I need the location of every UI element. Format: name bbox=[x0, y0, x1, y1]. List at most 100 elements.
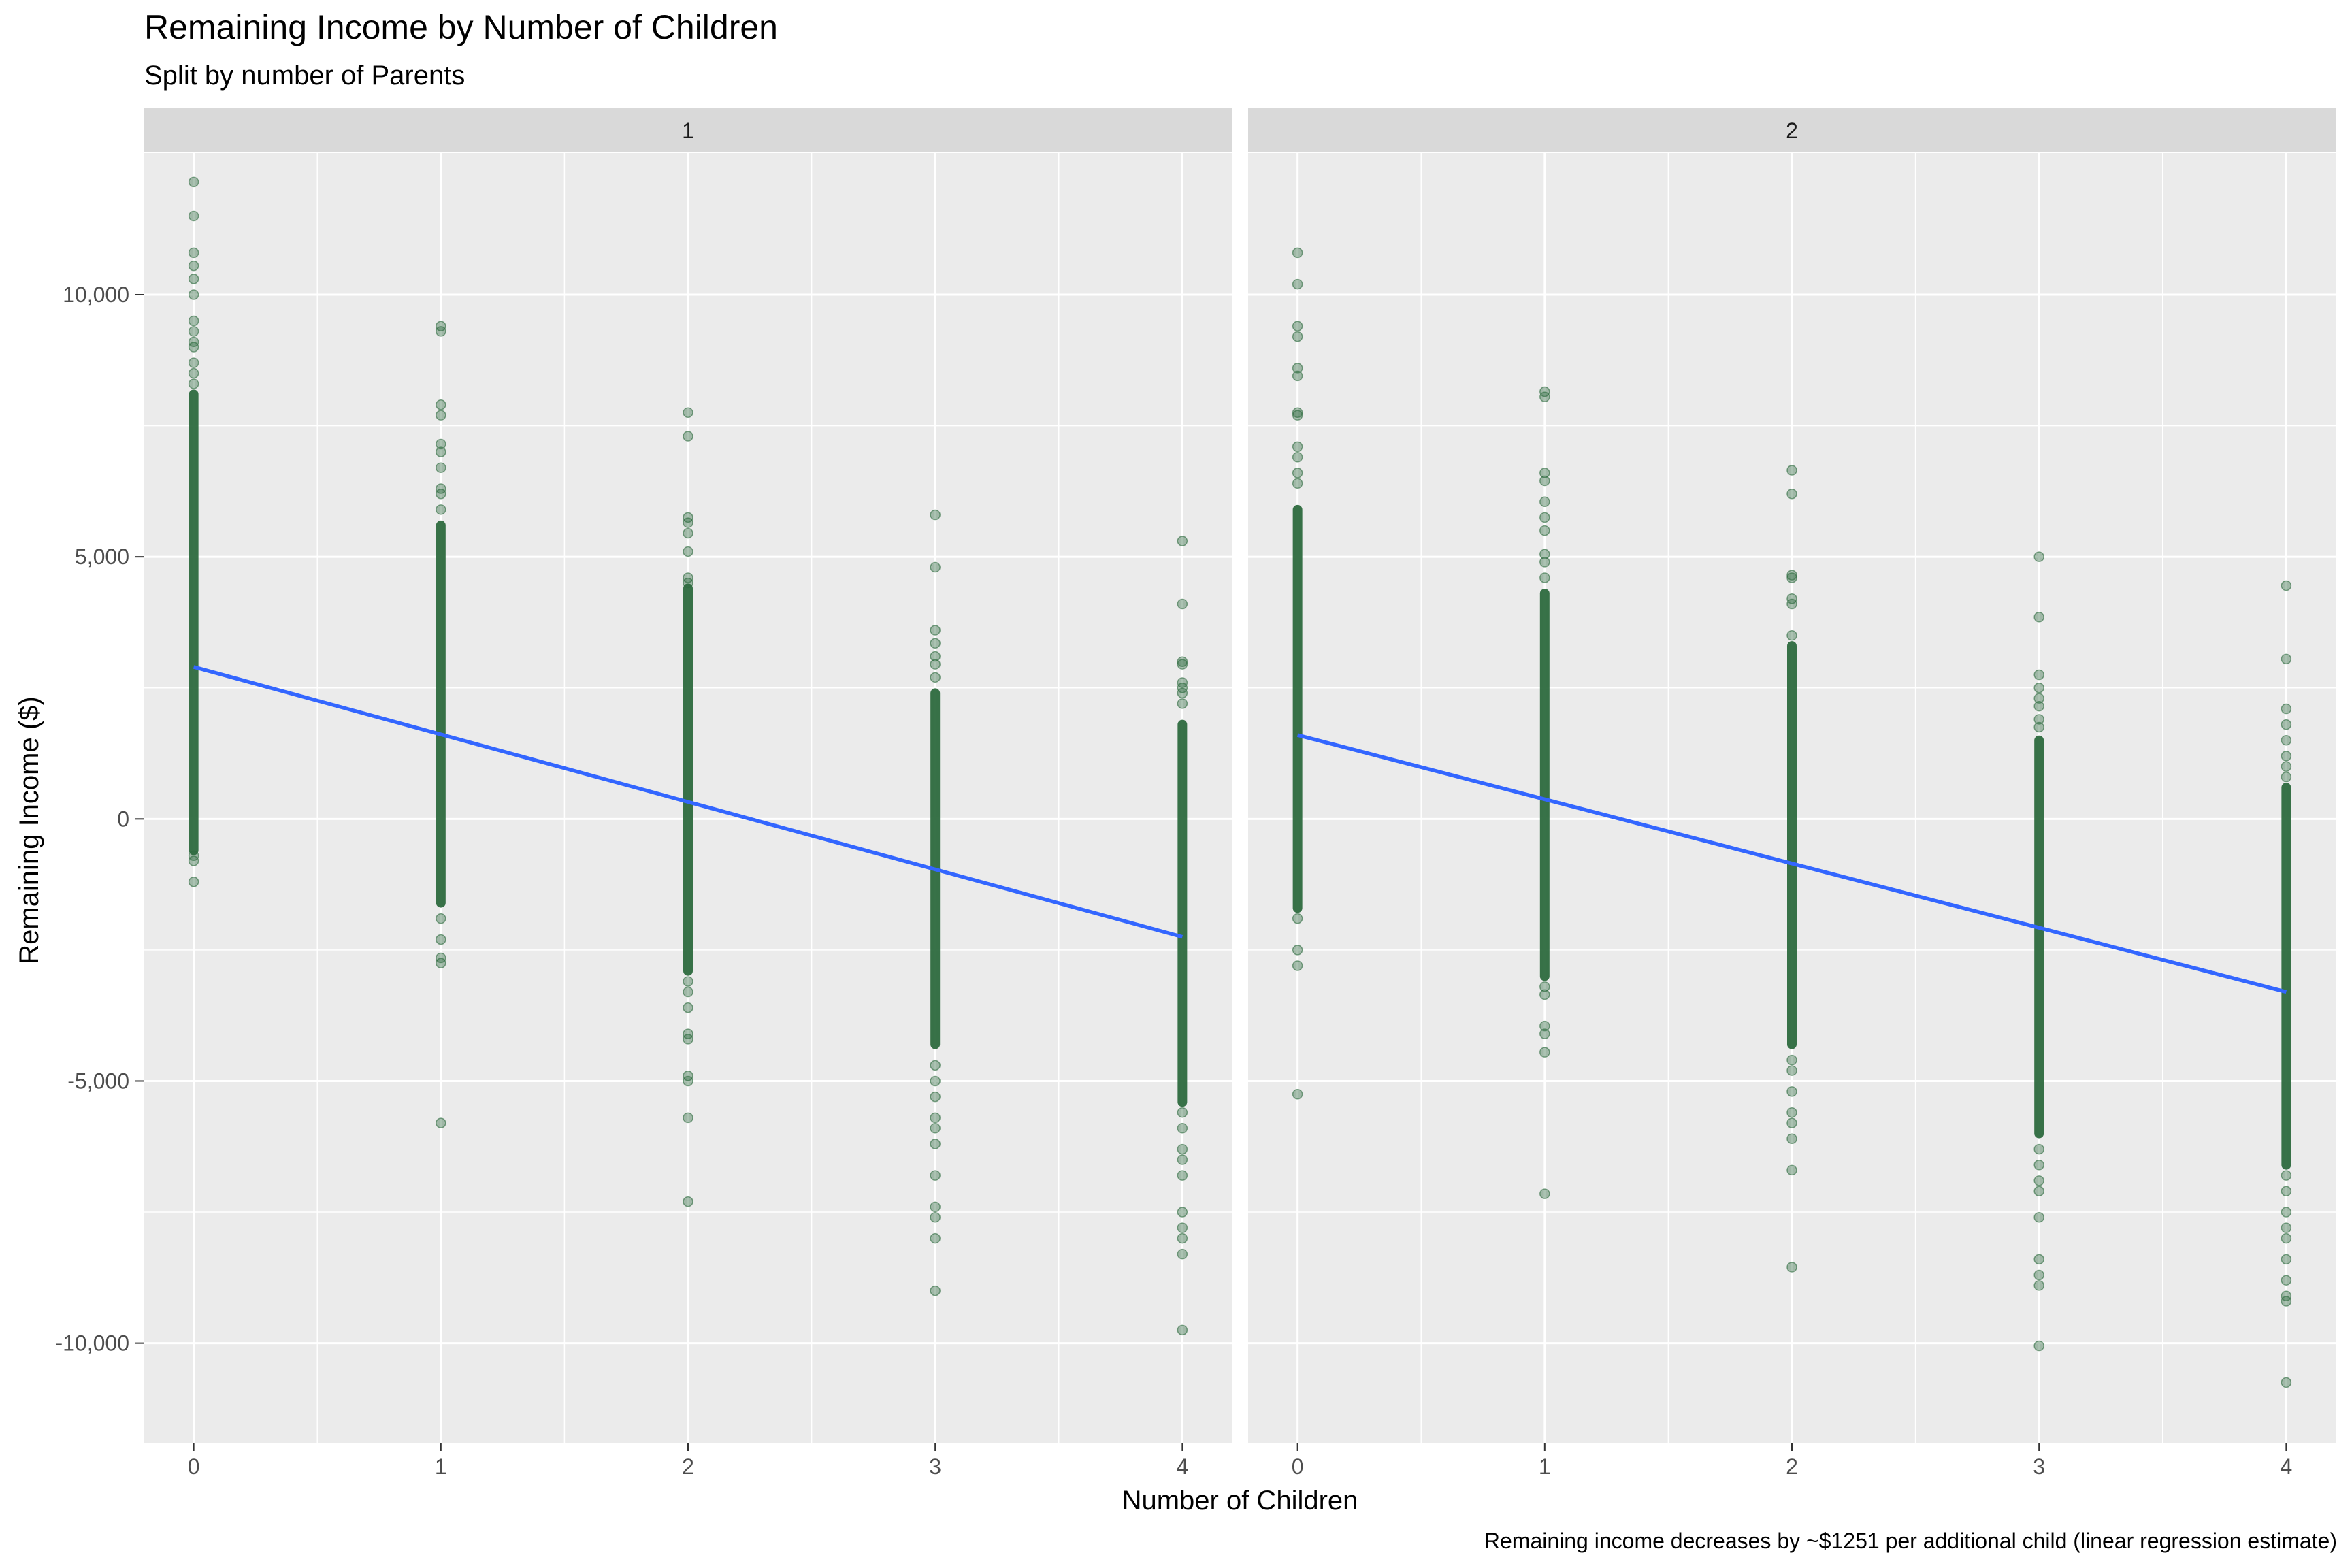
data-point bbox=[436, 326, 446, 337]
data-point bbox=[1177, 1154, 1188, 1165]
data-point bbox=[1539, 1020, 1550, 1032]
data-point bbox=[1786, 630, 1797, 641]
data-point bbox=[188, 247, 199, 259]
data-point bbox=[930, 625, 941, 636]
data-point bbox=[683, 546, 693, 557]
x-tick-label: 1 bbox=[1539, 1454, 1551, 1479]
data-point bbox=[2034, 669, 2044, 681]
facet-panel-1: 1 0 1 2 3 4 bbox=[144, 108, 1232, 1479]
data-point bbox=[2034, 700, 2044, 712]
data-point bbox=[1292, 278, 1303, 290]
data-point bbox=[2281, 1170, 2292, 1181]
data-point bbox=[930, 509, 941, 521]
data-point bbox=[436, 488, 446, 500]
data-point bbox=[188, 260, 199, 272]
data-point bbox=[930, 1060, 941, 1071]
facet-strip bbox=[144, 108, 1232, 152]
data-point bbox=[1177, 698, 1188, 709]
data-point bbox=[1539, 468, 1550, 478]
facet-strip bbox=[1248, 108, 2336, 152]
data-point bbox=[2281, 1222, 2292, 1233]
data-point bbox=[188, 877, 199, 887]
data-point bbox=[1786, 1133, 1797, 1144]
data-point bbox=[1292, 960, 1303, 971]
data-point bbox=[1786, 1086, 1797, 1097]
data-point bbox=[1292, 363, 1303, 374]
data-point bbox=[2034, 611, 2044, 623]
data-point bbox=[2281, 1207, 2292, 1218]
dense-points-column bbox=[1292, 504, 1303, 913]
x-tick-label: 0 bbox=[1292, 1454, 1304, 1479]
data-point bbox=[2034, 1186, 2044, 1196]
data-point bbox=[1786, 1164, 1797, 1176]
x-tick-label: 3 bbox=[929, 1454, 941, 1479]
data-point bbox=[1539, 525, 1550, 536]
x-tick-label: 2 bbox=[1786, 1454, 1798, 1479]
data-point bbox=[1177, 1324, 1188, 1336]
data-point bbox=[436, 934, 446, 945]
data-point bbox=[1539, 391, 1550, 402]
data-point bbox=[683, 577, 693, 589]
data-point bbox=[2034, 1159, 2044, 1171]
data-point bbox=[683, 527, 693, 539]
dense-points-column bbox=[2034, 735, 2044, 1139]
data-point bbox=[930, 1170, 941, 1181]
data-point bbox=[1539, 475, 1550, 487]
chart-subtitle: Split by number of Parents bbox=[144, 61, 465, 91]
chart-title: Remaining Income by Number of Children bbox=[144, 8, 778, 46]
data-point bbox=[1539, 549, 1550, 560]
data-point bbox=[2034, 721, 2044, 733]
y-axis-title: Remaining Income ($) bbox=[14, 696, 44, 964]
dense-points-column bbox=[1177, 719, 1188, 1107]
data-point bbox=[2281, 653, 2292, 665]
data-point bbox=[1292, 452, 1303, 463]
data-point bbox=[1177, 1123, 1188, 1134]
facet-panel-2: 2 0 1 2 3 4 bbox=[1248, 108, 2336, 1479]
data-point bbox=[1786, 1065, 1797, 1076]
data-point bbox=[1539, 1028, 1550, 1039]
data-point bbox=[683, 431, 693, 442]
data-point bbox=[2281, 719, 2292, 730]
data-point bbox=[930, 638, 941, 649]
data-point bbox=[2281, 1377, 2292, 1388]
data-point bbox=[2034, 1269, 2044, 1281]
data-point bbox=[930, 651, 941, 662]
data-point bbox=[1292, 1088, 1303, 1100]
data-point bbox=[188, 378, 199, 389]
data-point bbox=[1292, 913, 1303, 924]
data-point bbox=[436, 462, 446, 473]
dense-points-column bbox=[683, 583, 693, 976]
data-point bbox=[2281, 735, 2292, 746]
data-point bbox=[683, 407, 693, 419]
data-point bbox=[436, 446, 446, 457]
y-tick-label: -10,000 bbox=[55, 1331, 129, 1356]
trend-line bbox=[193, 665, 1183, 939]
dense-points-column bbox=[436, 520, 446, 908]
data-point bbox=[1786, 1107, 1797, 1118]
data-point bbox=[930, 1123, 941, 1134]
data-point bbox=[930, 672, 941, 683]
data-point bbox=[2034, 1340, 2044, 1352]
data-point bbox=[1292, 370, 1303, 382]
data-point bbox=[1292, 331, 1303, 342]
data-point bbox=[1539, 989, 1550, 1000]
data-point bbox=[1292, 407, 1303, 419]
data-point bbox=[188, 357, 199, 368]
data-point bbox=[1177, 1232, 1188, 1244]
data-point bbox=[1177, 536, 1188, 546]
data-point bbox=[1539, 496, 1550, 508]
dense-points-column bbox=[1787, 641, 1797, 1049]
data-point bbox=[683, 986, 693, 998]
facet-strip-label: 1 bbox=[682, 118, 694, 143]
data-point bbox=[1786, 1262, 1797, 1273]
data-point bbox=[1177, 659, 1188, 670]
data-point bbox=[2281, 771, 2292, 783]
data-point bbox=[1292, 321, 1303, 331]
data-point bbox=[683, 976, 693, 987]
data-point bbox=[683, 1034, 693, 1045]
data-point bbox=[1539, 557, 1550, 568]
data-point bbox=[436, 913, 446, 924]
y-tick-label: -5,000 bbox=[67, 1068, 129, 1093]
data-point bbox=[1786, 488, 1797, 500]
